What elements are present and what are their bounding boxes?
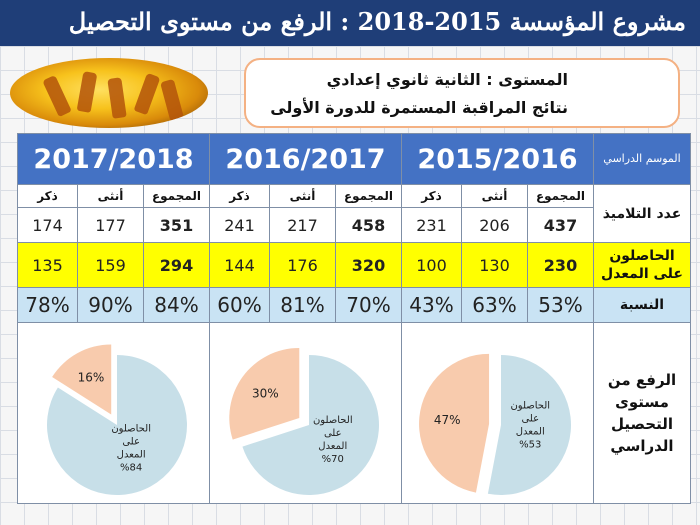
- results-text: نتائج المراقبة المستمرة للدورة الأولى: [270, 98, 568, 117]
- passed-male: 144: [209, 242, 270, 288]
- ratio-total: 70%: [335, 287, 402, 323]
- ratio-male: 78%: [17, 287, 78, 323]
- improve-label: الرفع من مستوى التحصيل الدراسي: [593, 322, 691, 504]
- slide-title: مشروع المؤسسة 2015-2018 : الرفع من مستوى…: [0, 0, 700, 80]
- students-total: 458: [335, 207, 402, 243]
- ratio-total: 84%: [143, 287, 210, 323]
- pie-cell-2016: 30% الحاصلون على المعدل %70: [209, 322, 402, 504]
- total-header: المجموع: [335, 184, 402, 208]
- pie-chart-2016: 30% الحاصلون على المعدل %70: [229, 347, 379, 495]
- pie-label-line: الحاصلون: [510, 400, 550, 411]
- pie-label-line: على: [521, 413, 539, 424]
- male-header: ذكر: [401, 184, 462, 208]
- total-header: المجموع: [527, 184, 594, 208]
- year-header: 2017/2018: [17, 133, 210, 185]
- total-header: المجموع: [143, 184, 210, 208]
- pie-label-passed: الحاصلون على المعدل %70: [313, 415, 353, 465]
- charts-row: الرفع من مستوى التحصيل الدراسي 47% الحاصل…: [17, 322, 691, 504]
- female-header: أنثى: [461, 184, 528, 208]
- students-row: 437 206 231 458 217 241 351 177 174: [17, 207, 691, 243]
- year-header-row: الموسم الدراسي 2015/2016 2016/2017 2017/…: [17, 133, 691, 185]
- students-male: 241: [209, 207, 270, 243]
- ratio-male: 60%: [209, 287, 270, 323]
- pie-label-line: %70: [322, 454, 344, 465]
- pie-label-remaining: 30%: [252, 386, 279, 400]
- ratio-total: 53%: [527, 287, 594, 323]
- pie-label-line: المعدل: [117, 449, 146, 460]
- pie-cell-2017: 16% الحاصلون على المعدل %84: [17, 322, 210, 504]
- pie-cell-2015: 47% الحاصلون على المعدل %53: [401, 322, 594, 504]
- pie-slice-remaining: [419, 353, 490, 493]
- female-header: أنثى: [269, 184, 336, 208]
- ratio-label: النسبة: [593, 287, 691, 323]
- bottles-photo: [10, 58, 208, 128]
- year-header: 2015/2016: [401, 133, 594, 185]
- level-text: المستوى : الثانية ثانوي إعدادي: [326, 70, 568, 89]
- passed-total: 320: [335, 242, 402, 288]
- pie-label-line: المعدل: [516, 426, 545, 437]
- ratio-female: 90%: [77, 287, 144, 323]
- passed-female: 176: [269, 242, 336, 288]
- pie-label-passed: الحاصلون على المعدل %84: [111, 423, 151, 473]
- sub-header-row: عدد التلاميذ المجموع أنثى ذكر المجموع أن…: [17, 184, 691, 243]
- pie-slice-passed: [46, 355, 187, 495]
- pie-label-line: %84: [120, 462, 142, 473]
- ratio-female: 63%: [461, 287, 528, 323]
- students-female: 177: [77, 207, 144, 243]
- female-header: أنثى: [77, 184, 144, 208]
- students-male: 174: [17, 207, 78, 243]
- students-female: 217: [269, 207, 336, 243]
- pie-label-line: %53: [519, 439, 541, 450]
- students-female: 206: [461, 207, 528, 243]
- pie-chart-2015: 47% الحاصلون على المعدل %53: [419, 353, 571, 495]
- male-header: ذكر: [17, 184, 78, 208]
- pie-slice-passed: [242, 355, 379, 495]
- students-total: 351: [143, 207, 210, 243]
- year-header: 2016/2017: [209, 133, 402, 185]
- students-label: عدد التلاميذ: [593, 184, 691, 243]
- pie-label-remaining: 47%: [434, 413, 461, 427]
- pie-label-remaining: 16%: [78, 371, 105, 385]
- results-table: الموسم الدراسي 2015/2016 2016/2017 2017/…: [17, 133, 691, 504]
- students-male: 231: [401, 207, 462, 243]
- pie-label-line: الحاصلون: [111, 423, 151, 434]
- ratio-female: 81%: [269, 287, 336, 323]
- male-header: ذكر: [209, 184, 270, 208]
- pie-label-line: على: [324, 428, 342, 439]
- pie-label-line: على: [122, 436, 140, 447]
- pie-slice-passed: [487, 355, 571, 495]
- students-total: 437: [527, 207, 594, 243]
- pie-label-passed: الحاصلون على المعدل %53: [510, 400, 550, 450]
- subtitle-box: المستوى : الثانية ثانوي إعدادي نتائج الم…: [244, 58, 680, 128]
- pie-slice-remaining: [52, 344, 112, 415]
- season-label: الموسم الدراسي: [593, 133, 691, 185]
- passed-female: 130: [461, 242, 528, 288]
- passed-female: 159: [77, 242, 144, 288]
- ratio-row: النسبة 53% 63% 43% 70% 81% 60% 84% 90% 7…: [17, 287, 691, 323]
- pie-chart-2017: 16% الحاصلون على المعدل %84: [46, 344, 187, 495]
- passed-male: 100: [401, 242, 462, 288]
- pie-label-line: المعدل: [318, 441, 347, 452]
- pie-slice-remaining: [229, 347, 300, 440]
- passed-row: الحاصلون على المعدل 230 130 100 320 176 …: [17, 242, 691, 288]
- ratio-male: 43%: [401, 287, 462, 323]
- passed-total: 230: [527, 242, 594, 288]
- passed-male: 135: [17, 242, 78, 288]
- passed-label: الحاصلون على المعدل: [593, 242, 691, 288]
- passed-total: 294: [143, 242, 210, 288]
- pie-label-line: الحاصلون: [313, 415, 353, 426]
